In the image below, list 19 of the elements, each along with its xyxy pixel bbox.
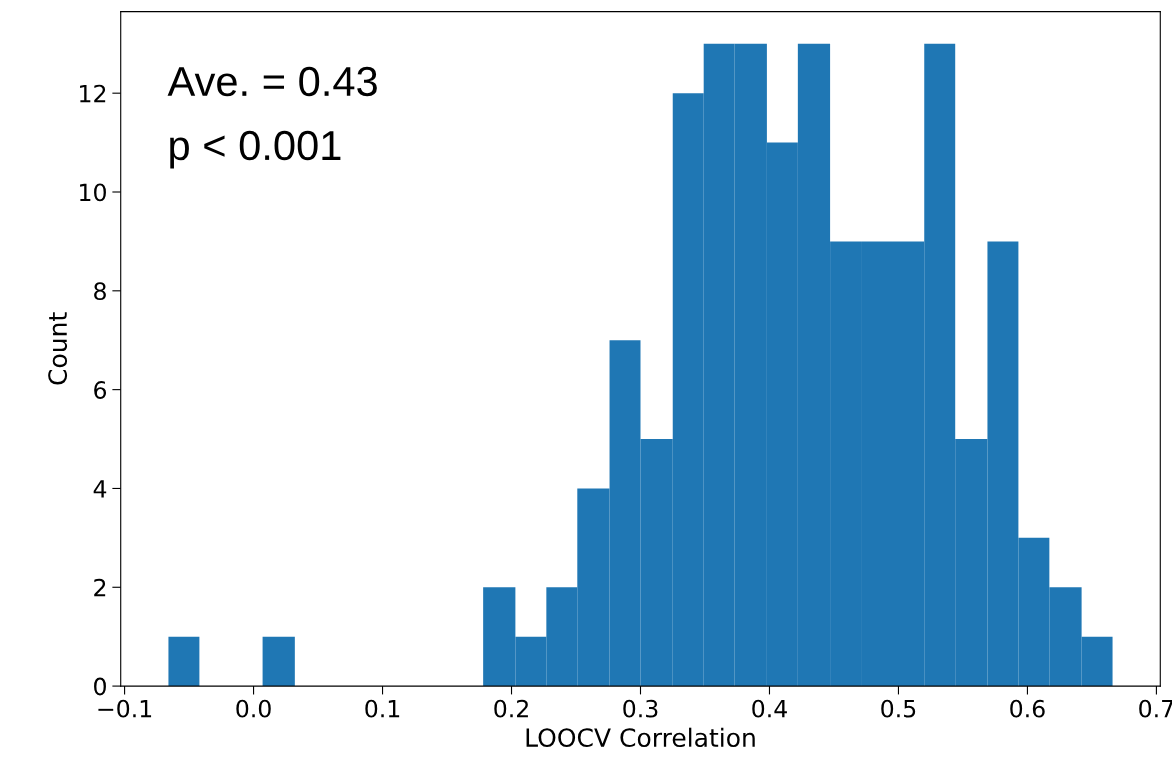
y-tick-label: 6 — [94, 381, 107, 399]
x-tick-label: 0.5 — [881, 699, 916, 718]
x-tick-label: −0.1 — [98, 699, 152, 718]
x-axis-title: LOOCV Correlation — [526, 727, 755, 748]
annotation: Ave. = 0.43 — [167, 66, 377, 97]
x-tick-label: 0.2 — [494, 699, 528, 718]
y-axis-title: Count — [48, 312, 68, 385]
x-tick-label: 0.4 — [752, 699, 787, 718]
y-tick-label: 10 — [80, 183, 106, 202]
y-tick-label: 12 — [80, 84, 106, 103]
y-tick-label: 8 — [94, 282, 106, 301]
x-tick-label: 0.0 — [236, 699, 271, 718]
x-tick-label: 0.1 — [365, 699, 400, 718]
x-tick-label: 0.6 — [1010, 699, 1045, 718]
y-tick-label: 2 — [94, 578, 106, 597]
x-tick-label: 0.3 — [623, 699, 658, 718]
y-tick-label: 4 — [93, 480, 107, 498]
y-tick-label: 0 — [94, 677, 106, 696]
annotation: p < 0.001 — [170, 130, 341, 169]
